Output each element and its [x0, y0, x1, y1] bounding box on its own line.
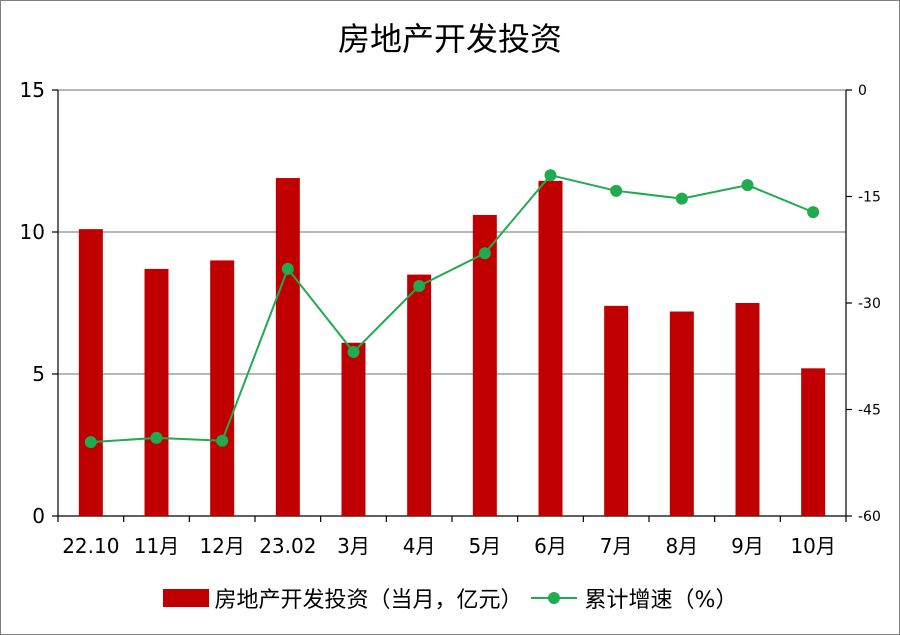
x-tick-label: 12月 — [199, 534, 244, 558]
line-point — [413, 279, 426, 292]
legend-bar-swatch — [162, 589, 209, 607]
y-left-tick-label: 10 — [20, 220, 45, 244]
y-left-tick-label: 5 — [32, 362, 45, 386]
bar — [538, 180, 563, 516]
line-point — [347, 345, 360, 358]
legend-line-swatch — [530, 589, 577, 607]
line-point — [544, 169, 557, 182]
bar — [78, 229, 103, 516]
legend: 房地产开发投资（当月，亿元） 累计增速（%） — [0, 580, 900, 616]
x-tick-label: 5月 — [468, 534, 501, 558]
line-point — [281, 262, 294, 275]
bar — [407, 274, 432, 516]
x-tick-label: 11月 — [134, 534, 179, 558]
line-point — [216, 434, 229, 447]
x-tick-label: 4月 — [403, 534, 436, 558]
legend-bar-label: 房地产开发投资（当月，亿元） — [214, 588, 523, 613]
bar — [144, 268, 169, 516]
series-line — [90, 174, 814, 444]
y-left-tick-label: 15 — [20, 78, 45, 102]
legend-line-label: 累计增速（%） — [584, 588, 738, 613]
x-tick-label: 7月 — [600, 534, 633, 558]
line-point — [610, 184, 623, 197]
x-tick-label: 23.02 — [259, 534, 316, 558]
line-point — [675, 192, 688, 205]
y-left-tick-label: 0 — [32, 504, 45, 528]
bar — [604, 305, 629, 516]
x-tick-label: 10月 — [790, 534, 835, 558]
chart-plot: 0 5 10 15 0 -15 -30 -45 -60 22.10 11月 12月 23.02 3月 4月 5… — [20, 78, 881, 558]
legend-item-line: 累计增速（%） — [523, 582, 738, 614]
bar — [210, 260, 235, 516]
line-point — [150, 431, 163, 444]
bar — [472, 214, 497, 516]
x-tick-label: 8月 — [665, 534, 698, 558]
y-right-tick-label: -60 — [858, 509, 881, 525]
bar — [669, 311, 694, 516]
line-point — [741, 179, 754, 192]
y-right-tick-label: 0 — [858, 83, 867, 99]
x-tick-label: 22.10 — [62, 534, 119, 558]
x-tick-label: 6月 — [534, 534, 567, 558]
x-tick-label: 3月 — [337, 534, 370, 558]
y-right-tick-label: -15 — [858, 190, 881, 206]
y-right-tick-label: -30 — [858, 296, 881, 312]
bar — [735, 303, 760, 516]
x-tick-label: 9月 — [731, 534, 764, 558]
bar — [341, 342, 366, 516]
y-right-tick-label: -45 — [858, 403, 881, 419]
chart-title: 房地产开发投资 — [337, 20, 562, 58]
line-point — [807, 206, 820, 219]
line-point — [84, 436, 97, 449]
line-point — [478, 247, 491, 260]
legend-item-bar: 房地产开发投资（当月，亿元） — [162, 582, 523, 614]
bar — [801, 368, 826, 516]
bar — [275, 178, 300, 517]
